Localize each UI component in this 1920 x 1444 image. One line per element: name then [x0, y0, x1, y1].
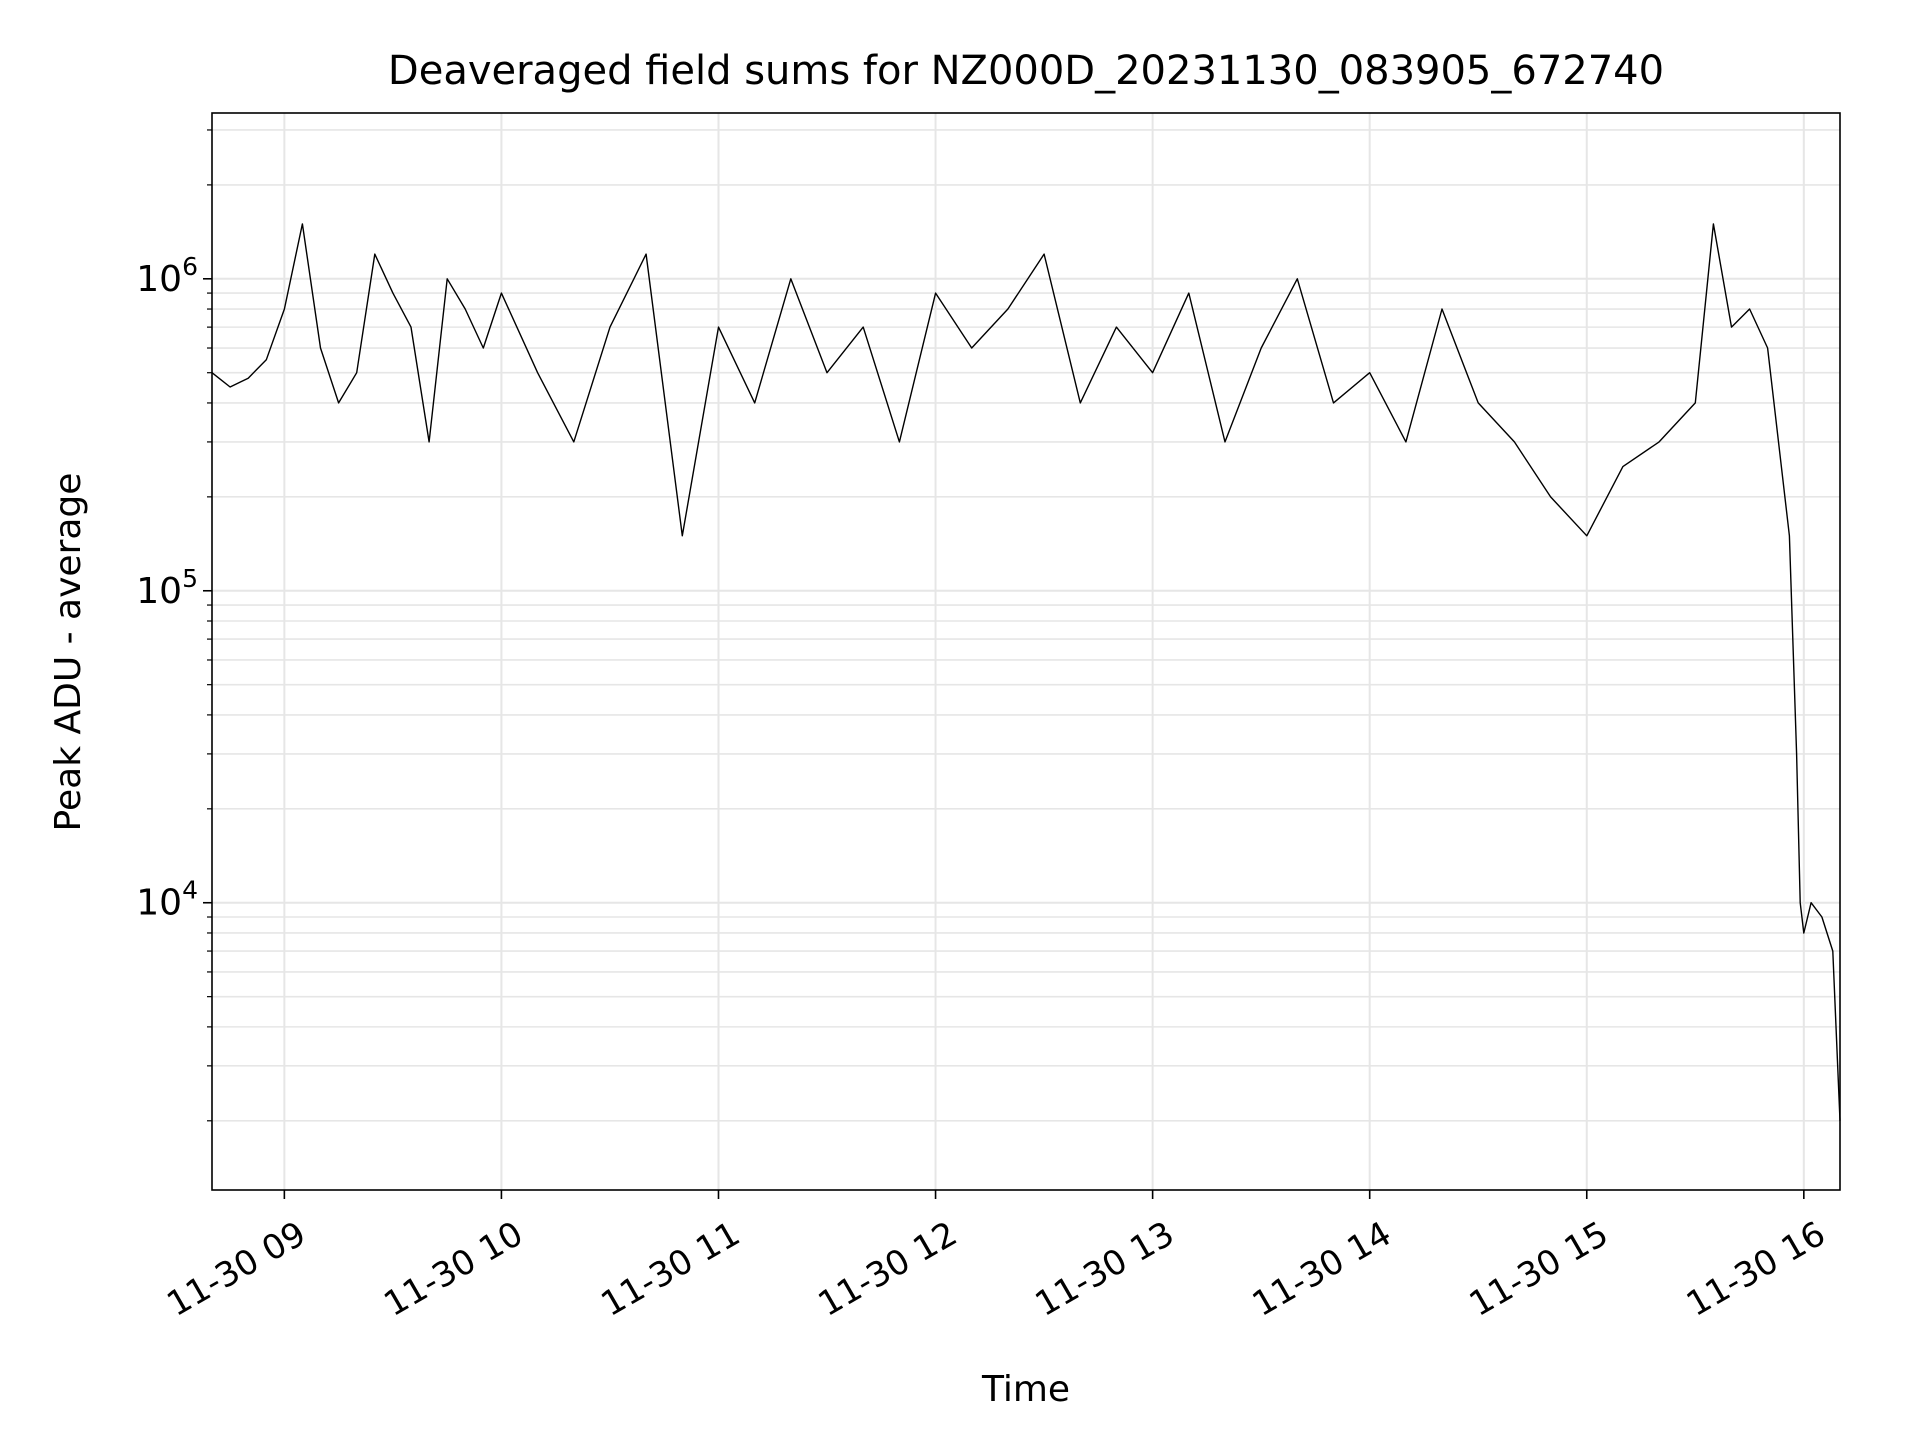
grid-layer: [212, 113, 1840, 1190]
chart-title: Deaveraged field sums for NZ000D_2023113…: [388, 48, 1664, 94]
y-tick-label: 106: [136, 252, 198, 300]
y-tick-label: 105: [136, 564, 198, 612]
series-line: [211, 223, 1841, 1121]
y-axis-label: Peak ADU - average: [48, 473, 89, 832]
x-axis-label: Time: [981, 1369, 1070, 1410]
plot-frame: [211, 112, 1841, 1191]
y-tick-label: 104: [136, 876, 198, 924]
data-layer: [211, 223, 1841, 1121]
